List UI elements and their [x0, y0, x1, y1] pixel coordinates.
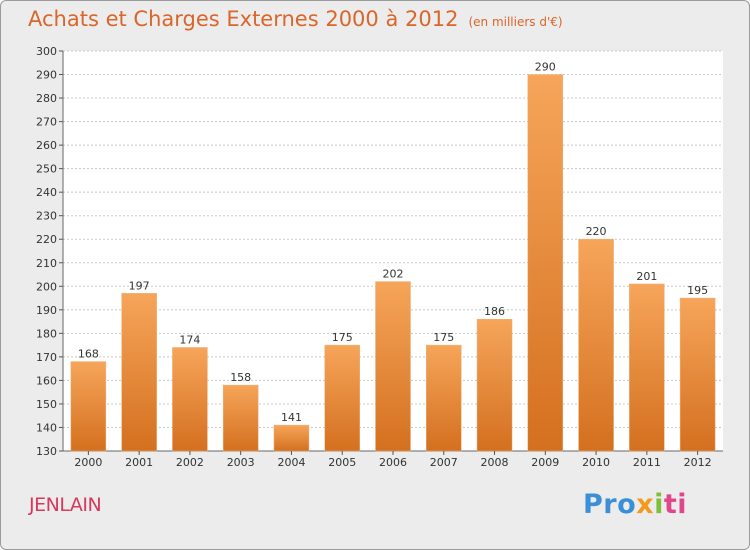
y-tick-label: 220 [36, 233, 57, 246]
y-tick-label: 150 [36, 398, 57, 411]
bar [273, 424, 310, 452]
x-tick-label: 2000 [74, 456, 102, 469]
bar [70, 361, 107, 452]
proxiti-logo: Proxiti [583, 489, 687, 520]
bar [121, 293, 157, 452]
x-tick-label: 2008 [481, 456, 509, 469]
data-label: 141 [281, 411, 302, 424]
data-label: 220 [586, 225, 607, 238]
chart-title: Achats et Charges Externes 2000 à 2012 (e… [28, 7, 563, 31]
y-tick-label: 260 [36, 139, 57, 152]
bar [476, 318, 513, 452]
y-tick-label: 210 [36, 257, 57, 270]
data-label: 195 [687, 284, 708, 297]
data-label: 202 [383, 268, 404, 281]
town-name: JENLAIN [29, 494, 102, 516]
bar [629, 283, 665, 452]
y-tick-label: 270 [36, 116, 57, 129]
data-label: 175 [433, 331, 454, 344]
x-tick-label: 2009 [531, 456, 559, 469]
y-tick-label: 230 [36, 210, 57, 223]
bar [679, 297, 716, 452]
y-tick-label: 140 [36, 421, 57, 434]
y-tick-label: 130 [36, 445, 57, 458]
x-tick-label: 2005 [328, 456, 356, 469]
bar [324, 344, 360, 452]
y-tick-label: 250 [36, 163, 57, 176]
logo-part: i [654, 489, 664, 520]
x-tick-label: 2001 [125, 456, 153, 469]
y-tick-label: 160 [36, 374, 57, 387]
data-label: 175 [332, 331, 353, 344]
logo-part: Pro [583, 489, 637, 520]
x-tick-label: 2002 [176, 456, 204, 469]
y-tick-label: 240 [36, 186, 57, 199]
x-tick-label: 2012 [684, 456, 712, 469]
data-label: 201 [636, 270, 657, 283]
y-tick-label: 180 [36, 327, 57, 340]
chart-unit: (en milliers d'€) [468, 15, 563, 29]
y-tick-label: 190 [36, 304, 57, 317]
x-tick-label: 2003 [227, 456, 255, 469]
data-label: 168 [78, 348, 99, 361]
y-tick-label: 200 [36, 280, 57, 293]
bar [375, 281, 411, 452]
logo-part: x [636, 489, 655, 520]
data-label: 290 [535, 61, 556, 74]
data-label: 197 [129, 279, 150, 292]
x-tick-label: 2004 [277, 456, 305, 469]
logo-part: ti [663, 489, 688, 520]
y-tick-label: 290 [36, 69, 57, 82]
x-tick-label: 2007 [430, 456, 458, 469]
x-tick-label: 2006 [379, 456, 407, 469]
bar [527, 74, 564, 452]
data-label: 158 [230, 371, 251, 384]
y-tick-label: 280 [36, 92, 57, 105]
data-label: 174 [179, 333, 200, 346]
bar [426, 344, 462, 452]
data-label: 186 [484, 305, 505, 318]
bar [578, 238, 614, 452]
bar [172, 347, 208, 452]
x-tick-label: 2011 [633, 456, 661, 469]
y-tick-label: 300 [36, 45, 57, 58]
bar [222, 384, 259, 452]
x-tick-label: 2010 [582, 456, 610, 469]
y-tick-label: 170 [36, 351, 57, 364]
